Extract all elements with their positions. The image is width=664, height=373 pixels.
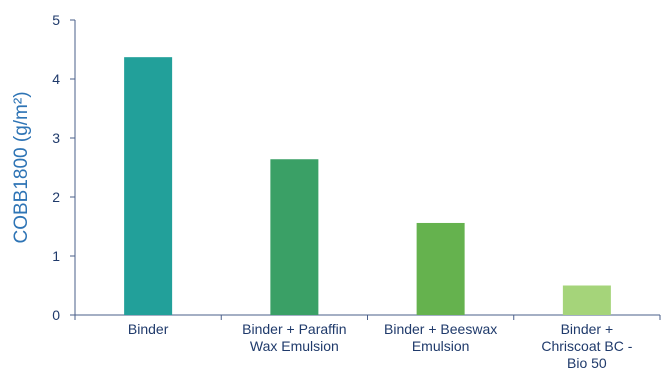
- y-tick-label: 3: [52, 130, 60, 146]
- y-tick-label: 4: [52, 71, 60, 87]
- category-label: Binder + Paraffin Wax Emulsion: [242, 321, 346, 354]
- category-label-line: Binder + Paraffin: [242, 321, 346, 337]
- category-label: Binder + Chriscoat BC -Bio 50: [541, 321, 632, 371]
- bar: [270, 159, 319, 315]
- bar: [562, 285, 611, 315]
- category-label-line: Binder: [128, 321, 169, 337]
- category-label-line: Emulsion: [412, 338, 470, 354]
- y-tick-label: 2: [52, 189, 60, 205]
- category-label-line: Binder + Beeswax: [384, 321, 497, 337]
- category-label-line: Bio 50: [567, 355, 607, 371]
- y-tick-label: 0: [52, 307, 60, 323]
- bar: [124, 57, 173, 316]
- category-label: Binder: [128, 321, 169, 337]
- x-axis: [74, 314, 661, 320]
- category-label: Binder + Beeswax Emulsion: [384, 321, 497, 354]
- y-axis: 0 1 2 3 4 5: [52, 12, 76, 323]
- bar: [416, 222, 465, 315]
- y-tick-label: 5: [52, 12, 60, 28]
- y-axis-label: COBB1800 (g/m²): [11, 91, 32, 243]
- category-label-line: Binder +: [561, 321, 614, 337]
- category-label-line: Chriscoat BC -: [541, 338, 632, 354]
- bars: [124, 57, 611, 316]
- y-tick-label: 1: [52, 248, 60, 264]
- category-labels: Binder Binder + Paraffin Wax EmulsionBinde…: [128, 321, 633, 371]
- category-label-line: Wax Emulsion: [250, 338, 339, 354]
